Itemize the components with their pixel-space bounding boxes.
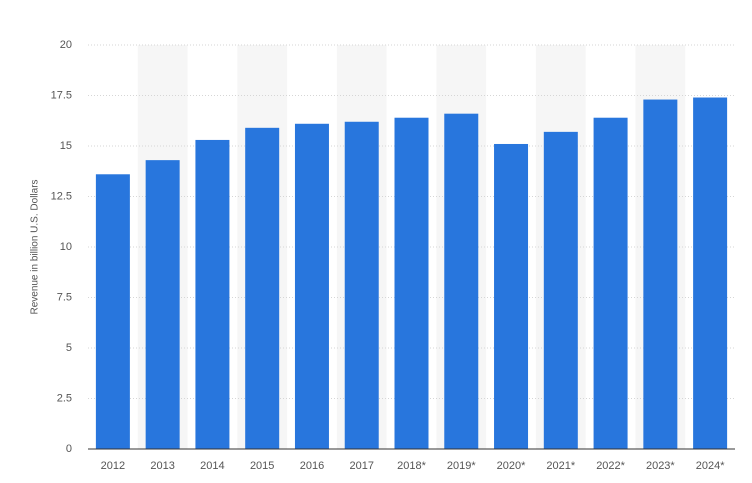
y-tick-label: 0 bbox=[66, 443, 72, 455]
x-tick-label: 2021* bbox=[546, 460, 575, 472]
y-axis-label: Revenue in billion U.S. Dollars bbox=[30, 179, 41, 314]
y-tick-label: 20 bbox=[60, 39, 72, 51]
bar bbox=[444, 113, 479, 450]
bar bbox=[95, 174, 130, 449]
bar bbox=[494, 143, 529, 450]
y-tick-label: 15 bbox=[60, 140, 72, 152]
bar bbox=[643, 99, 678, 449]
y-tick-label: 5 bbox=[66, 342, 72, 354]
bar bbox=[543, 131, 578, 450]
y-tick-label: 12.5 bbox=[51, 190, 72, 202]
bar bbox=[394, 117, 429, 449]
bar bbox=[195, 139, 230, 449]
x-tick-label: 2013 bbox=[150, 460, 174, 472]
bar bbox=[145, 160, 180, 449]
x-tick-label: 2015 bbox=[250, 460, 274, 472]
y-tick-label: 17.5 bbox=[51, 89, 72, 101]
x-tick-label: 2017 bbox=[349, 460, 373, 472]
x-tick-label: 2022* bbox=[596, 460, 625, 472]
x-tick-label: 2024* bbox=[696, 460, 725, 472]
bar bbox=[245, 127, 280, 449]
x-tick-label: 2020* bbox=[497, 460, 526, 472]
x-tick-label: 2018* bbox=[397, 460, 426, 472]
bar bbox=[593, 117, 628, 449]
y-tick-label: 7.5 bbox=[57, 291, 72, 303]
x-tick-label: 2016 bbox=[300, 460, 324, 472]
x-tick-label: 2012 bbox=[101, 460, 125, 472]
bar bbox=[294, 123, 329, 449]
x-tick-label: 2019* bbox=[447, 460, 476, 472]
bar bbox=[344, 121, 379, 449]
y-tick-label: 10 bbox=[60, 241, 72, 253]
x-tick-label: 2014 bbox=[200, 460, 224, 472]
bar bbox=[693, 97, 728, 450]
x-tick-label: 2023* bbox=[646, 460, 675, 472]
y-tick-label: 2.5 bbox=[57, 392, 72, 404]
